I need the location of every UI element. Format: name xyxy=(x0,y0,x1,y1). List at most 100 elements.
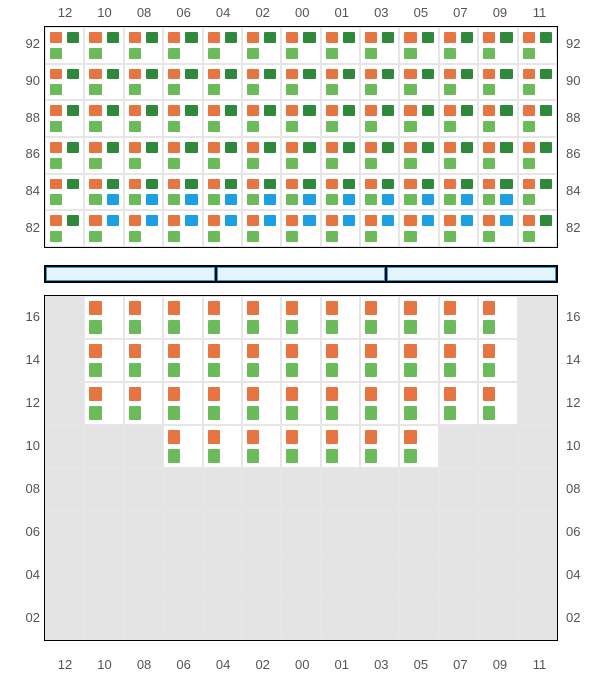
slot-cell[interactable] xyxy=(281,296,320,339)
slot-cell[interactable] xyxy=(518,27,557,64)
slot-cell[interactable] xyxy=(242,27,281,64)
slot-cell[interactable] xyxy=(124,100,163,137)
slot-cell[interactable] xyxy=(360,27,399,64)
slot-cell[interactable] xyxy=(84,100,123,137)
slot-cell[interactable] xyxy=(163,382,202,425)
slot-cell[interactable] xyxy=(478,137,517,174)
slot-cell[interactable] xyxy=(518,137,557,174)
slot-cell[interactable] xyxy=(439,64,478,101)
slot-cell[interactable] xyxy=(321,296,360,339)
slot-cell[interactable] xyxy=(321,425,360,468)
slot-cell[interactable] xyxy=(84,174,123,211)
slot-cell[interactable] xyxy=(321,174,360,211)
slot-cell[interactable] xyxy=(360,425,399,468)
slot-cell[interactable] xyxy=(163,137,202,174)
slot-cell[interactable] xyxy=(360,100,399,137)
slot-cell[interactable] xyxy=(478,382,517,425)
slot-cell[interactable] xyxy=(124,339,163,382)
slot-cell[interactable] xyxy=(242,174,281,211)
slot-cell[interactable] xyxy=(124,296,163,339)
slot-cell[interactable] xyxy=(124,382,163,425)
slot-cell[interactable] xyxy=(242,137,281,174)
slot-cell[interactable] xyxy=(45,137,84,174)
slot-cell[interactable] xyxy=(203,137,242,174)
slot-cell[interactable] xyxy=(281,382,320,425)
slot-cell[interactable] xyxy=(281,137,320,174)
divider-segment[interactable] xyxy=(46,267,215,281)
slot-cell[interactable] xyxy=(439,27,478,64)
slot-cell[interactable] xyxy=(163,339,202,382)
slot-cell[interactable] xyxy=(203,210,242,247)
slot-cell[interactable] xyxy=(360,296,399,339)
slot-cell[interactable] xyxy=(399,100,438,137)
slot-cell[interactable] xyxy=(84,210,123,247)
slot-cell[interactable] xyxy=(399,425,438,468)
slot-cell[interactable] xyxy=(124,210,163,247)
slot-cell[interactable] xyxy=(399,382,438,425)
slot-cell[interactable] xyxy=(163,27,202,64)
slot-cell[interactable] xyxy=(281,210,320,247)
slot-cell[interactable] xyxy=(321,100,360,137)
slot-cell[interactable] xyxy=(478,296,517,339)
slot-cell[interactable] xyxy=(242,339,281,382)
slot-cell[interactable] xyxy=(281,64,320,101)
slot-cell[interactable] xyxy=(439,137,478,174)
slot-cell[interactable] xyxy=(203,100,242,137)
slot-cell[interactable] xyxy=(439,339,478,382)
slot-cell[interactable] xyxy=(242,425,281,468)
slot-cell[interactable] xyxy=(478,210,517,247)
slot-cell[interactable] xyxy=(399,27,438,64)
slot-cell[interactable] xyxy=(163,100,202,137)
slot-cell[interactable] xyxy=(84,137,123,174)
slot-cell[interactable] xyxy=(124,174,163,211)
slot-cell[interactable] xyxy=(203,425,242,468)
slot-cell[interactable] xyxy=(281,100,320,137)
slot-cell[interactable] xyxy=(439,210,478,247)
slot-cell[interactable] xyxy=(321,64,360,101)
slot-cell[interactable] xyxy=(478,64,517,101)
slot-cell[interactable] xyxy=(360,137,399,174)
slot-cell[interactable] xyxy=(439,100,478,137)
slot-cell[interactable] xyxy=(163,210,202,247)
slot-cell[interactable] xyxy=(478,339,517,382)
slot-cell[interactable] xyxy=(84,27,123,64)
slot-cell[interactable] xyxy=(124,64,163,101)
slot-cell[interactable] xyxy=(45,100,84,137)
slot-cell[interactable] xyxy=(478,174,517,211)
slot-cell[interactable] xyxy=(84,382,123,425)
slot-cell[interactable] xyxy=(360,174,399,211)
slot-cell[interactable] xyxy=(399,64,438,101)
slot-cell[interactable] xyxy=(203,296,242,339)
slot-cell[interactable] xyxy=(478,100,517,137)
slot-cell[interactable] xyxy=(518,64,557,101)
slot-cell[interactable] xyxy=(439,174,478,211)
slot-cell[interactable] xyxy=(321,137,360,174)
slot-cell[interactable] xyxy=(321,339,360,382)
slot-cell[interactable] xyxy=(163,296,202,339)
slot-cell[interactable] xyxy=(203,382,242,425)
slot-cell[interactable] xyxy=(84,339,123,382)
slot-cell[interactable] xyxy=(321,27,360,64)
slot-cell[interactable] xyxy=(163,425,202,468)
slot-cell[interactable] xyxy=(399,174,438,211)
slot-cell[interactable] xyxy=(399,296,438,339)
slot-cell[interactable] xyxy=(242,100,281,137)
slot-cell[interactable] xyxy=(45,64,84,101)
divider-segment[interactable] xyxy=(217,267,386,281)
slot-cell[interactable] xyxy=(360,210,399,247)
slot-cell[interactable] xyxy=(281,27,320,64)
slot-cell[interactable] xyxy=(242,296,281,339)
slot-cell[interactable] xyxy=(281,339,320,382)
slot-cell[interactable] xyxy=(124,137,163,174)
slot-cell[interactable] xyxy=(360,382,399,425)
slot-cell[interactable] xyxy=(360,339,399,382)
slot-cell[interactable] xyxy=(518,174,557,211)
slot-cell[interactable] xyxy=(242,382,281,425)
slot-cell[interactable] xyxy=(518,210,557,247)
slot-cell[interactable] xyxy=(203,64,242,101)
slot-cell[interactable] xyxy=(321,210,360,247)
slot-cell[interactable] xyxy=(242,64,281,101)
slot-cell[interactable] xyxy=(45,174,84,211)
slot-cell[interactable] xyxy=(163,174,202,211)
slot-cell[interactable] xyxy=(281,425,320,468)
